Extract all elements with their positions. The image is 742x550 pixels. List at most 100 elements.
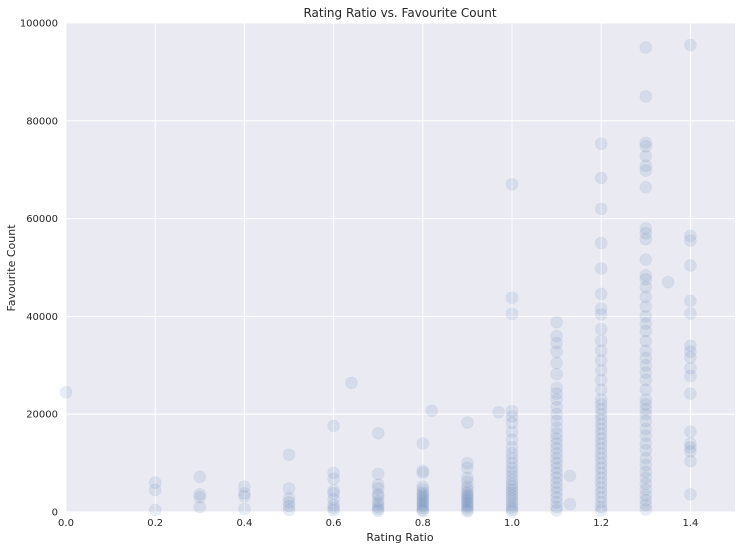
data-point [550,381,564,395]
data-point [639,290,653,304]
data-point [505,446,519,460]
data-point [460,456,474,470]
data-point [639,429,653,443]
data-point [683,440,697,454]
data-point [416,466,430,480]
x-tick-label: 0.0 [58,518,74,529]
data-point [639,280,653,294]
data-point [639,351,653,365]
data-point [327,419,341,433]
data-point [683,387,697,401]
data-point [683,361,697,375]
data-point [460,497,474,511]
data-point [639,344,653,358]
y-tick-label: 60000 [26,214,58,225]
data-point [639,272,653,286]
data-point [505,469,519,483]
data-point [460,503,474,517]
data-point [371,489,385,503]
data-point [639,232,653,246]
data-point [505,416,519,430]
data-point [639,309,653,323]
data-point [594,456,608,470]
data-point [639,358,653,372]
data-point [550,490,564,504]
data-point [683,259,697,273]
data-point [594,202,608,216]
data-point [505,505,519,519]
data-point [683,38,697,52]
data-point [594,287,608,301]
data-point [594,471,608,485]
data-point [594,437,608,451]
data-point [550,432,564,446]
data-point [594,466,608,480]
data-point [550,387,564,401]
x-tick-label: 0.6 [326,518,342,529]
y-axis-label: Favourite Count [5,224,18,312]
data-point [550,356,564,370]
data-point [371,482,385,496]
data-point [594,383,608,397]
data-point [505,307,519,321]
data-point [505,465,519,479]
data-point [594,373,608,387]
data-point [505,425,519,439]
x-axis-label: Rating Ratio [366,531,433,544]
data-point [416,505,430,519]
data-point [505,451,519,465]
data-point [639,477,653,491]
data-point [683,454,697,468]
data-point [505,461,519,475]
data-point [594,485,608,499]
data-point [505,456,519,470]
data-point [683,369,697,383]
data-point [639,334,653,348]
data-point [683,339,697,353]
data-point [327,492,341,506]
data-point [193,500,207,514]
data-point [550,485,564,499]
data-point [639,136,653,150]
data-point [282,499,296,513]
data-point [505,404,519,418]
data-point [416,503,430,517]
data-point [237,502,251,516]
data-point [371,426,385,440]
data-point [371,467,385,481]
data-point [371,502,385,516]
data-point [327,483,341,497]
data-point [639,383,653,397]
data-point [639,366,653,380]
data-point [425,404,439,418]
data-point [594,500,608,514]
data-point [550,315,564,329]
data-point [639,159,653,173]
chart-title: Rating Ratio vs. Favourite Count [303,6,496,20]
data-point [550,345,564,359]
data-point [594,302,608,316]
data-point [460,487,474,501]
data-point [639,180,653,194]
data-point [594,407,608,421]
data-point [594,344,608,358]
data-point [563,469,577,483]
data-point [639,324,653,338]
data-point [193,490,207,504]
data-point [683,306,697,320]
data-point [683,234,697,248]
data-point [505,485,519,499]
data-point [282,503,296,517]
data-point [371,494,385,508]
data-point [683,350,697,364]
data-point [505,480,519,494]
data-point [371,478,385,492]
data-point [371,500,385,514]
data-point [594,446,608,460]
y-tick-label: 80000 [26,116,58,127]
data-point [683,425,697,439]
data-point [594,402,608,416]
data-point [505,477,519,491]
data-point [639,253,653,267]
